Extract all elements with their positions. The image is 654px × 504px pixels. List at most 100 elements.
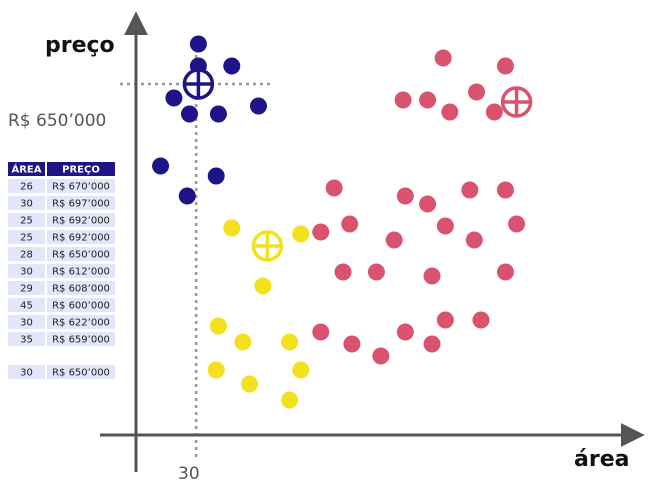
table-row-area-value: 30 <box>20 199 33 210</box>
table-row-area-value: 45 <box>20 301 33 312</box>
data-point <box>341 215 359 233</box>
y-reference-label: R$ 650’000 <box>8 111 106 131</box>
table-header-cell <box>47 162 115 176</box>
table-row-price-value: R$ 608’000 <box>52 284 110 295</box>
table-row-area-value: 28 <box>20 250 33 261</box>
data-point <box>254 277 272 295</box>
table-row-area-value: 30 <box>20 318 33 329</box>
table-row-area-value: 35 <box>20 335 33 346</box>
data-point <box>207 167 225 185</box>
data-point <box>372 347 390 365</box>
table-row-area-value: 29 <box>20 284 33 295</box>
table-row-price-cell <box>47 298 115 312</box>
data-point <box>496 181 514 199</box>
table-row-price-value: R$ 650’000 <box>52 250 110 261</box>
centroid-marker <box>500 86 533 118</box>
table-header-area: ÁREA <box>11 163 41 176</box>
x-reference-label: 30 <box>178 464 200 484</box>
data-point <box>472 311 490 329</box>
data-point <box>223 57 241 75</box>
data-point <box>189 35 207 53</box>
table-row-price-cell <box>47 213 115 227</box>
x-axis-title: área <box>574 447 629 472</box>
table-summary-row-area-value: 30 <box>20 368 33 379</box>
scatter-points <box>152 35 526 409</box>
table-row-area-cell <box>8 298 45 312</box>
data-point <box>292 361 310 379</box>
data-point <box>241 375 259 393</box>
table-row-price-value: R$ 622’000 <box>52 318 110 329</box>
table-row-area-cell <box>8 230 45 244</box>
table-header-price: PREÇO <box>62 165 100 176</box>
table-summary-row-area-cell <box>8 365 45 379</box>
data-point <box>292 225 310 243</box>
data-point <box>508 215 526 233</box>
data-point <box>281 333 299 351</box>
data-point <box>223 219 241 237</box>
table-header-cell <box>8 162 45 176</box>
data-point <box>496 57 514 75</box>
table-summary-row-price-value: R$ 650’000 <box>52 368 110 379</box>
data-point <box>165 89 183 107</box>
table-row-area-cell <box>8 213 45 227</box>
data-point <box>419 195 437 213</box>
data-point <box>178 187 196 205</box>
reference-guides <box>120 55 272 460</box>
data-point <box>465 231 483 249</box>
table-row-area-cell <box>8 315 45 329</box>
centroid-marker <box>182 68 215 100</box>
data-point <box>436 311 454 329</box>
table-row-area-cell <box>8 179 45 193</box>
data-point <box>423 267 441 285</box>
data-point <box>441 103 459 121</box>
data-point <box>181 105 198 123</box>
data-point <box>367 263 385 281</box>
data-point <box>234 333 252 351</box>
table-row-area-value: 26 <box>20 182 33 193</box>
data-table: ÁREA PREÇO 26 R$ 670’000 30 R$ 697’000 25 R$ 69… <box>8 162 115 379</box>
data-point <box>423 335 441 353</box>
data-point <box>468 83 486 101</box>
table-row-price-cell <box>47 179 115 193</box>
data-point <box>209 317 227 335</box>
table-row-area-cell <box>8 332 45 346</box>
table-row-price-cell <box>47 230 115 244</box>
data-point <box>496 263 514 281</box>
table-row-price-value: R$ 697’000 <box>52 199 110 210</box>
table-row-price-value: R$ 692’000 <box>52 216 110 227</box>
data-point <box>461 181 479 199</box>
data-point <box>436 217 454 235</box>
data-point <box>434 49 452 67</box>
table-row-price-value: R$ 600’000 <box>52 301 110 312</box>
data-point <box>485 103 503 121</box>
table-row-price-cell <box>47 315 115 329</box>
table-row-price-cell <box>47 281 115 295</box>
data-point <box>152 157 170 175</box>
data-point <box>209 105 227 123</box>
table-row-area-value: 25 <box>20 233 33 244</box>
table-row-price-value: R$ 659’000 <box>52 335 110 346</box>
cluster-centroids <box>182 68 533 262</box>
data-point <box>396 323 414 341</box>
data-point <box>281 391 299 409</box>
data-point <box>249 97 267 115</box>
table-row-price-cell <box>47 332 115 346</box>
table-row-area-cell <box>8 196 45 210</box>
data-point <box>207 361 225 379</box>
y-axis-title: preço <box>45 33 115 58</box>
table-row-price-value: R$ 692’000 <box>52 233 110 244</box>
data-point <box>334 263 352 281</box>
table-row-price-cell <box>47 196 115 210</box>
data-point <box>394 91 412 109</box>
table-row-price-value: R$ 670’000 <box>52 182 110 193</box>
data-point <box>343 335 361 353</box>
table-row-price-cell <box>47 264 115 278</box>
table-row-area-value: 25 <box>20 216 33 227</box>
data-point <box>419 91 437 109</box>
table-row-area-cell <box>8 247 45 261</box>
table-row-area-cell <box>8 281 45 295</box>
data-point <box>385 231 403 249</box>
table-row-area-cell <box>8 264 45 278</box>
centroid-marker <box>251 230 284 262</box>
